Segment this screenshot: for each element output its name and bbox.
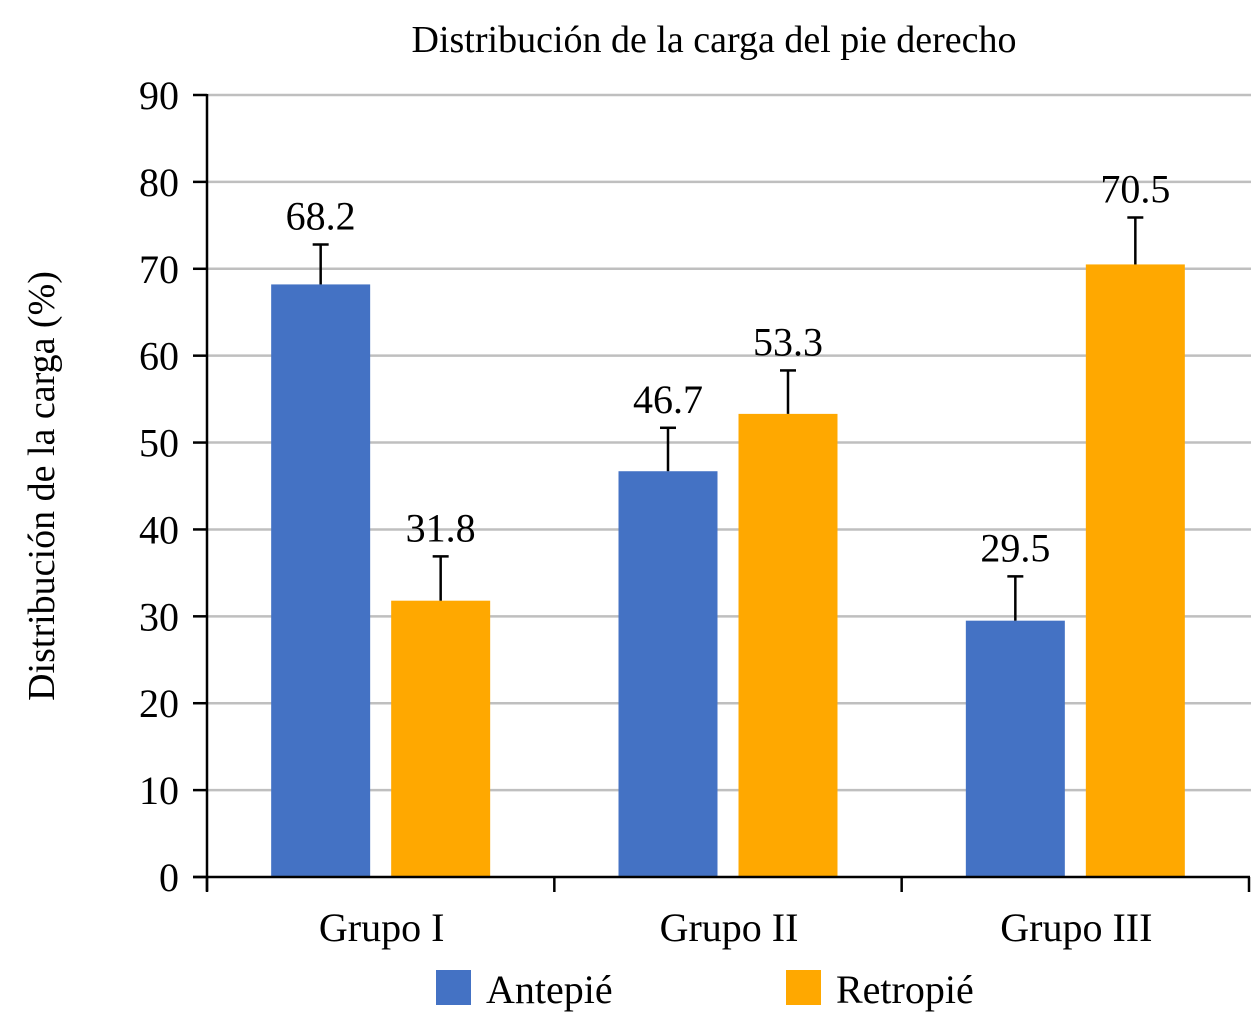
data-label: 31.8 [406, 505, 476, 550]
y-tick-label: 10 [139, 768, 179, 813]
y-tick-label: 50 [139, 421, 179, 466]
bars [271, 264, 1185, 877]
y-tick-label: 20 [139, 681, 179, 726]
y-tick-label: 90 [139, 73, 179, 118]
x-tick-label: Grupo III [1000, 905, 1152, 950]
bar [738, 413, 838, 877]
data-label: 68.2 [286, 193, 356, 238]
data-label: 29.5 [980, 525, 1050, 570]
bar [965, 620, 1065, 877]
y-tick-label: 80 [139, 160, 179, 205]
axes [193, 93, 1251, 892]
chart-title: Distribución de la carga del pie derecho [412, 19, 1017, 61]
y-tick-label: 40 [139, 507, 179, 552]
bar [1085, 264, 1185, 877]
legend-swatch [786, 970, 821, 1005]
x-tick-label: Grupo II [660, 905, 799, 950]
bar [618, 471, 718, 877]
error-bars [312, 216, 1144, 621]
legend: Antepié Retropié [436, 967, 974, 1012]
y-tick-label: 0 [159, 855, 179, 900]
x-tick-label: Grupo I [319, 905, 445, 950]
legend-label: Antepié [486, 967, 613, 1012]
y-tick-label: 70 [139, 247, 179, 292]
y-tick-label: 30 [139, 594, 179, 639]
data-labels: 68.2 31.8 46.7 53.3 29.5 70.5 [286, 167, 1171, 571]
y-axis-label: Distribución de la carga (%) [21, 271, 63, 701]
bar [271, 284, 371, 877]
y-tick-labels: 0 10 20 30 40 50 60 70 80 90 [139, 73, 179, 900]
data-label: 46.7 [633, 377, 703, 422]
data-label: 53.3 [753, 319, 823, 364]
legend-label: Retropié [836, 967, 974, 1012]
gridlines [207, 93, 1251, 792]
legend-swatch [436, 970, 471, 1005]
y-tick-label: 60 [139, 334, 179, 379]
data-label: 70.5 [1100, 167, 1170, 212]
x-tick-labels: Grupo I Grupo II Grupo III [319, 905, 1153, 950]
bar [391, 600, 491, 877]
